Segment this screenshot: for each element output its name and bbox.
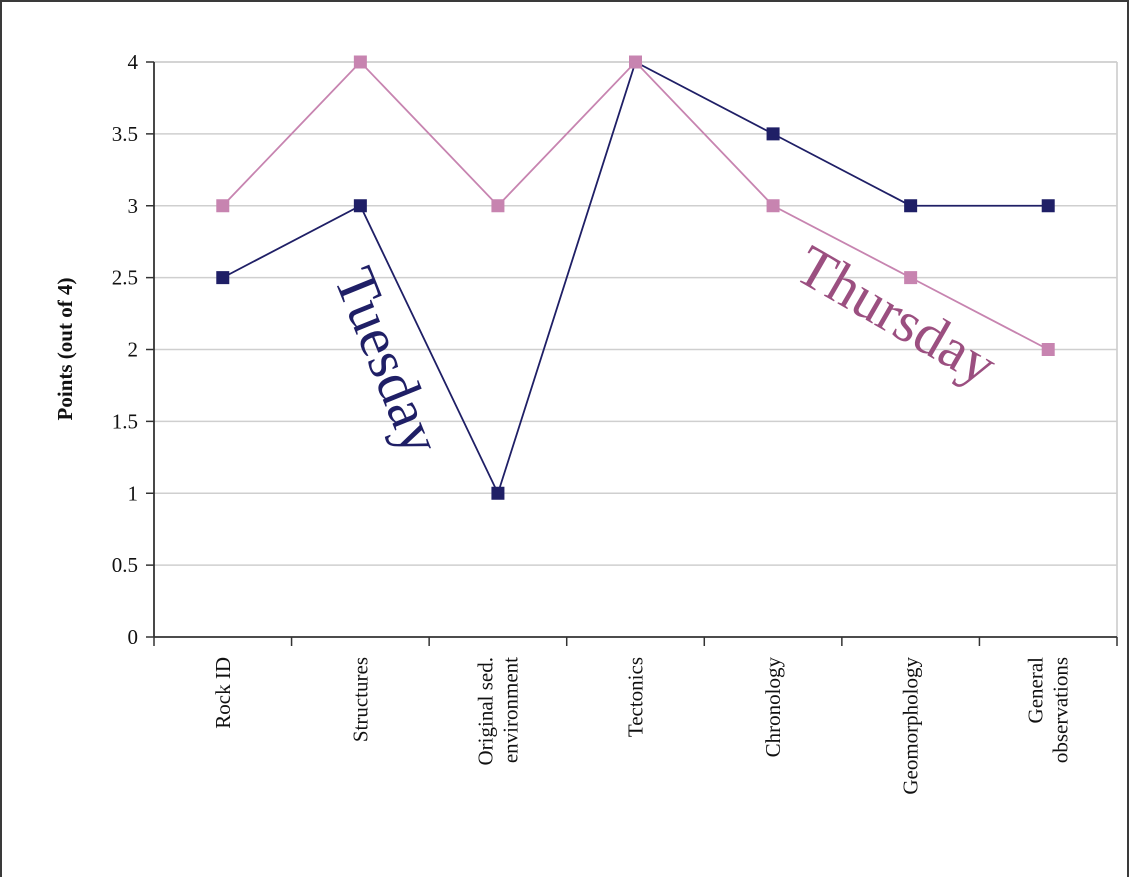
data-point-thursday [216,199,230,213]
data-point-thursday [904,271,918,285]
data-point-thursday [629,55,642,69]
x-tick-label: Rock ID [211,657,235,729]
data-point-thursday [766,199,780,213]
x-tick-label-line: General [1024,657,1048,724]
x-tick-label: Tectonics [624,657,648,737]
data-point-tuesday [1041,199,1055,213]
y-tick-label: 0 [128,625,139,649]
series-markers [216,55,1055,500]
x-tick-label-line: Tectonics [624,657,648,737]
x-tick-label-line: Rock ID [211,657,235,729]
thursday-annotation: Thursday [786,232,1008,398]
grid-lines [154,61,1118,637]
y-tick-labels: 0 0.5 1 1.5 2 2.5 3 3.5 4 [112,50,139,649]
y-tick-label: 3 [128,194,139,218]
x-tick-label: Chronology [761,657,785,758]
data-point-thursday [353,55,367,69]
x-tick-label-line: Original sed. [473,657,497,765]
y-tick-label: 4 [128,50,139,74]
x-tick-label-line: observations [1049,657,1073,763]
y-tick-label: 3.5 [112,122,138,146]
data-point-thursday [1041,343,1055,356]
x-tick-label-line: Chronology [761,657,785,758]
x-tick-label: Original sed. environment [473,657,522,766]
y-tick-label: 0.5 [112,553,138,577]
x-tick-label-line: environment [498,657,522,763]
data-point-tuesday [491,486,505,500]
y-tick-label: 1 [128,481,139,505]
axes [146,61,1118,646]
x-tick-label: Geomorphology [899,657,923,795]
x-tick-labels: Rock ID Structures Original sed. environmen… [211,657,1073,795]
y-tick-label: 2.5 [112,266,138,290]
data-point-thursday [491,199,505,213]
x-tick-label-line: Geomorphology [899,657,923,795]
y-tick-label: 1.5 [112,409,138,433]
y-axis-label: Points (out of 4) [53,278,77,421]
x-tick-label: General observations [1024,657,1073,763]
data-point-tuesday [216,271,230,285]
x-tick-label-line: Structures [348,657,372,742]
y-tick-label: 2 [128,338,139,362]
data-point-tuesday [904,199,918,213]
data-point-tuesday [766,127,780,141]
x-tick-label: Structures [348,657,372,742]
data-point-tuesday [353,199,367,213]
